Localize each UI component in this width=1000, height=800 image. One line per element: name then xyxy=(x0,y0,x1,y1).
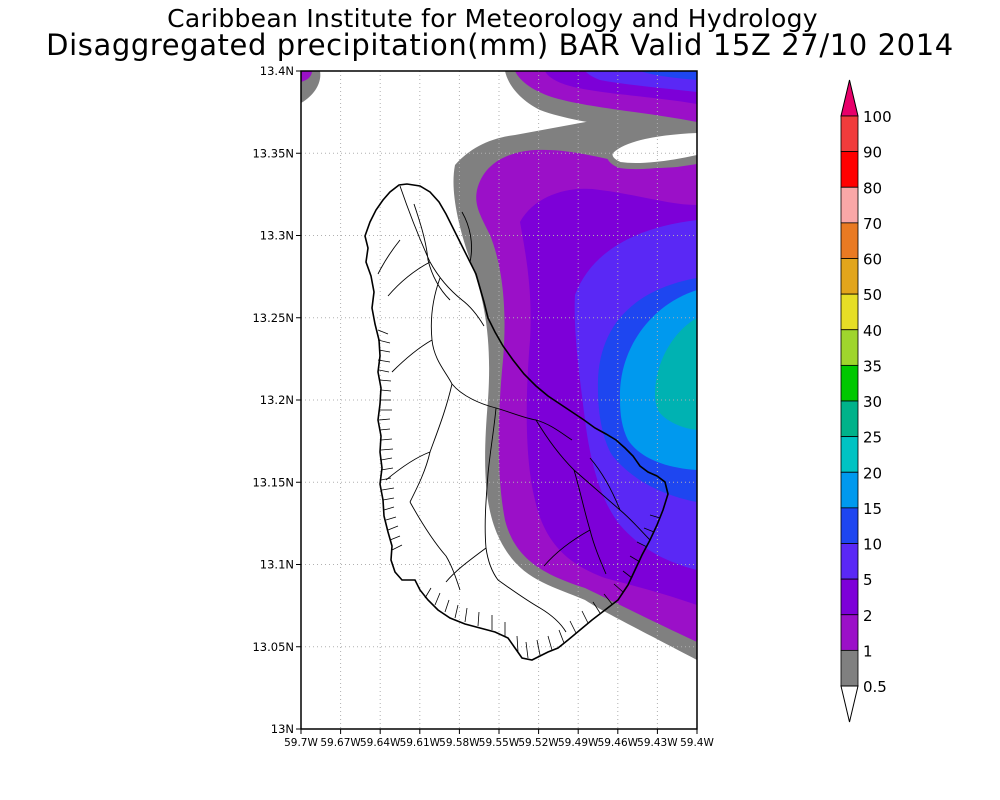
legend-label: 40 xyxy=(863,322,882,340)
legend-label: 25 xyxy=(863,429,882,447)
contour-gap-ne-border-2 xyxy=(612,164,697,176)
precipitation-legend: 100 90 80 70 60 50 40 35 30 25 20 15 10 5 2 1 0.5 xyxy=(840,79,892,723)
legend-label: 1 xyxy=(863,642,873,660)
barbados-island xyxy=(364,183,669,661)
legend-label: 0.5 xyxy=(863,678,887,696)
legend-swatch xyxy=(840,400,859,438)
lon-tick-label: 59.61W xyxy=(400,737,441,749)
latitude-axis: 13.4N 13.35N 13.3N 13.25N 13.2N 13.15N 13.1N 13… xyxy=(252,64,301,736)
lat-tick-label: 13N xyxy=(271,722,294,736)
page-title: Caribbean Institute for Meteorology and … xyxy=(167,4,818,33)
west-coast-hatching xyxy=(377,329,661,659)
lon-tick-label: 59.58W xyxy=(439,737,480,749)
legend-swatch xyxy=(840,578,859,616)
contour-1mm-nw xyxy=(301,71,312,82)
legend-label: 100 xyxy=(863,108,892,126)
legend-swatch xyxy=(840,436,859,473)
legend-label: 80 xyxy=(863,179,882,197)
lat-tick-label: 13.25N xyxy=(252,311,294,325)
legend-swatch xyxy=(840,115,859,153)
watershed-boundaries xyxy=(377,185,651,633)
legend-swatch xyxy=(840,507,859,544)
legend-label: 20 xyxy=(863,464,882,482)
contour-10mm-north xyxy=(640,71,697,80)
legend-label: 50 xyxy=(863,286,882,304)
contour-20mm xyxy=(655,318,697,430)
legend-swatch xyxy=(840,364,859,402)
legend-swatch xyxy=(840,614,859,651)
legend-swatch xyxy=(840,329,859,366)
lon-tick-label: 59.7W xyxy=(284,737,318,749)
legend-label: 10 xyxy=(863,536,882,554)
page-subtitle: Disaggregated precipitation(mm) BAR Vali… xyxy=(46,28,954,62)
legend-swatch xyxy=(840,543,859,580)
lat-tick-label: 13.2N xyxy=(260,393,294,407)
legend-arrow-top xyxy=(840,79,859,117)
legend-label: 2 xyxy=(863,607,873,625)
barbados-coastline xyxy=(364,183,669,661)
lat-tick-label: 13.1N xyxy=(260,558,294,572)
legend-swatch xyxy=(840,649,859,687)
lon-tick-label: 59.46W xyxy=(598,737,639,749)
legend-label: 60 xyxy=(863,251,882,269)
lat-tick-label: 13.05N xyxy=(252,640,294,654)
legend-arrow-bottom xyxy=(840,685,859,723)
lat-tick-label: 13.4N xyxy=(260,64,294,78)
lon-tick-label: 59.43W xyxy=(637,737,678,749)
lat-tick-label: 13.35N xyxy=(252,146,294,160)
contour-gap-ne-border xyxy=(606,127,697,170)
legend-swatch xyxy=(840,471,859,509)
legend-swatch xyxy=(840,222,859,259)
contour-gap-ne xyxy=(609,130,697,167)
legend-label: 15 xyxy=(863,500,882,518)
legend-swatch xyxy=(840,258,859,295)
lat-tick-label: 13.3N xyxy=(260,229,294,243)
legend-swatch xyxy=(840,186,859,224)
longitude-axis: 59.7W 59.67W 59.64W 59.61W 59.58W 59.55W 59.52… xyxy=(284,729,714,749)
lon-tick-label: 59.49W xyxy=(558,737,599,749)
legend-label: 70 xyxy=(863,215,882,233)
lon-tick-label: 59.64W xyxy=(360,737,401,749)
legend-label: 90 xyxy=(863,144,882,162)
lon-tick-label: 59.52W xyxy=(518,737,559,749)
lat-tick-label: 13.15N xyxy=(252,475,294,489)
legend-swatch xyxy=(840,293,859,331)
legend-label: 30 xyxy=(863,393,882,411)
lon-tick-label: 59.67W xyxy=(320,737,361,749)
legend-label: 35 xyxy=(863,357,882,375)
legend-label: 5 xyxy=(863,571,873,589)
lon-tick-label: 59.4W xyxy=(680,737,714,749)
legend-swatch xyxy=(840,151,859,188)
lon-tick-label: 59.55W xyxy=(479,737,520,749)
